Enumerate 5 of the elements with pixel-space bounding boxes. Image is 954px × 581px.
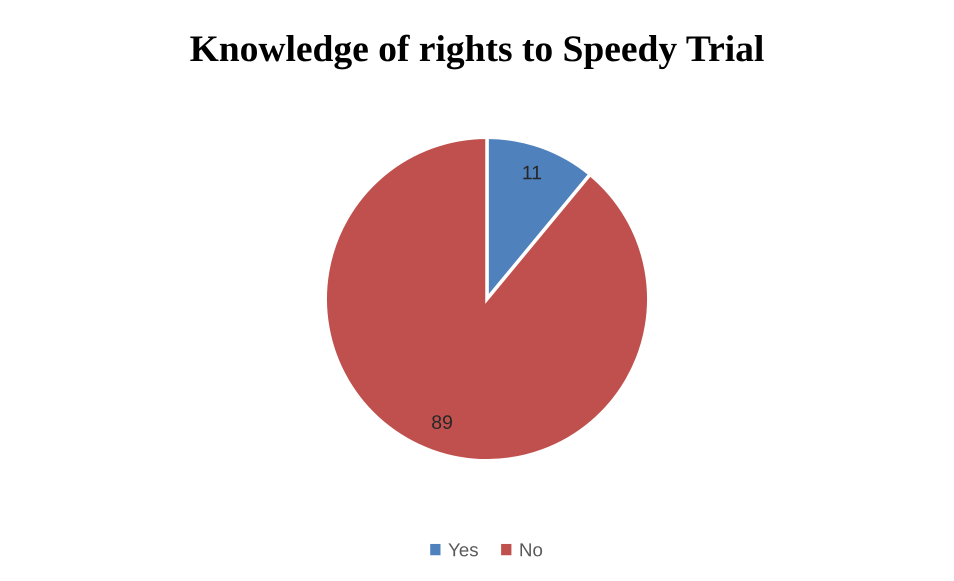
legend-label: No	[520, 543, 542, 556]
data-label: 89	[432, 415, 452, 430]
chart-title: Knowledge of rights to Speedy Trial	[190, 34, 764, 70]
legend-label: Yes	[448, 543, 478, 556]
data-label: 11	[523, 166, 542, 180]
